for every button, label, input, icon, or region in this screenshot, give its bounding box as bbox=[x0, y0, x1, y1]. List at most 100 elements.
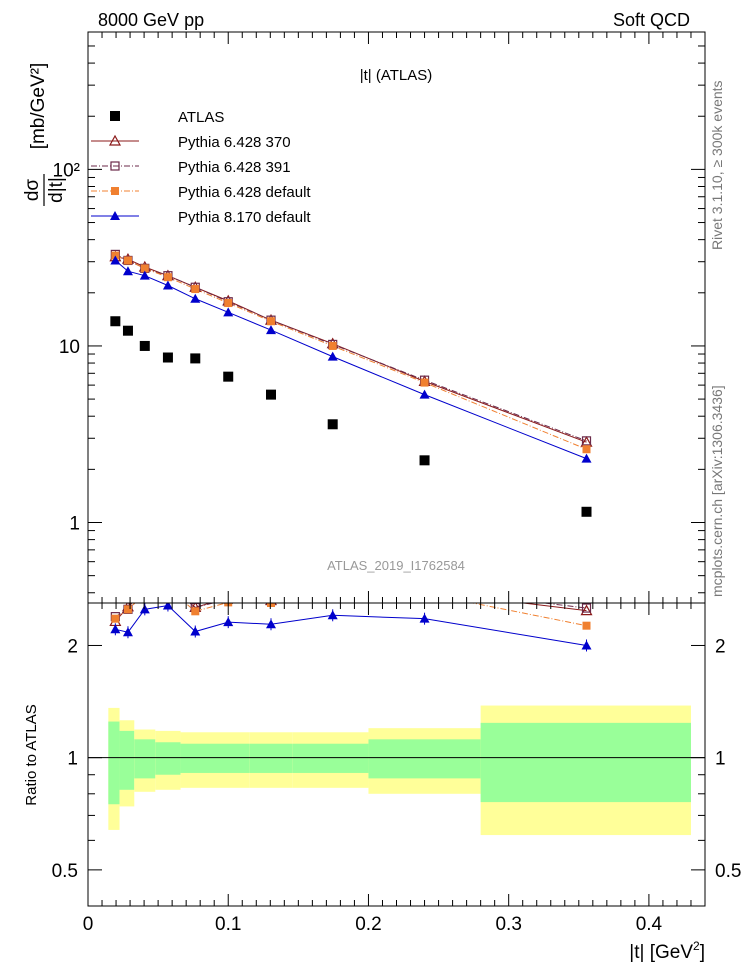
stat-uncertainty-band bbox=[368, 739, 481, 779]
ratio-y-tick-label: 1 bbox=[67, 749, 78, 770]
stat-uncertainty-band bbox=[155, 742, 181, 775]
plot-title: |t| (ATLAS) bbox=[360, 67, 433, 84]
ratio-data-point bbox=[223, 617, 234, 627]
svg-text:dσ: dσ bbox=[22, 179, 43, 202]
x-tick-label: 0.3 bbox=[495, 914, 521, 935]
x-tick-label: 0.1 bbox=[215, 914, 241, 935]
ratio-y-tick-label: 0.5 bbox=[52, 861, 78, 882]
ratio-data-point bbox=[122, 627, 133, 637]
main-data-point bbox=[328, 341, 337, 350]
main-data-point bbox=[581, 453, 592, 463]
ratio-y-tick-label-right: 2 bbox=[715, 636, 726, 657]
ratio-series-line bbox=[115, 604, 587, 646]
ratio-y-tick-label-right: 0.5 bbox=[715, 861, 741, 882]
ratio-data-point bbox=[164, 581, 172, 589]
main-series-line bbox=[115, 255, 587, 450]
legend-marker bbox=[110, 111, 120, 121]
ratio-data-point bbox=[421, 585, 429, 593]
x-tick-label: 0 bbox=[83, 914, 94, 935]
x-tick-label: 0.2 bbox=[355, 914, 381, 935]
main-data-point bbox=[265, 325, 276, 335]
legend-label: Pythia 6.428 370 bbox=[178, 134, 291, 151]
ratio-data-point bbox=[327, 610, 338, 620]
legend-label: ATLAS bbox=[178, 109, 224, 126]
main-data-point bbox=[581, 506, 592, 517]
main-ticks: 1 10 10² bbox=[53, 31, 706, 603]
ratio-data-point bbox=[139, 604, 150, 614]
main-lines bbox=[115, 253, 587, 460]
mcplots-label: mcplots.cern.ch [arXiv:1306.3436] bbox=[709, 385, 725, 597]
ratio-data-point bbox=[123, 605, 132, 614]
main-data-point bbox=[190, 353, 201, 364]
svg-text:[mb/GeV²]: [mb/GeV²] bbox=[28, 63, 49, 150]
main-data-point bbox=[139, 340, 150, 351]
legend-label: Pythia 6.428 default bbox=[178, 184, 311, 201]
ratio-data-point bbox=[191, 607, 200, 616]
ratio-data-point bbox=[164, 584, 172, 592]
main-panel: 1 10 10² |t| (ATLAS) ATLAS_2019_I1762584 A… bbox=[53, 31, 706, 604]
ratio-data-point bbox=[110, 624, 121, 634]
main-data-point bbox=[265, 389, 276, 400]
main-y-tick-label: 10 bbox=[59, 337, 80, 358]
main-data-point bbox=[419, 389, 430, 399]
main-series-line bbox=[115, 253, 587, 442]
stat-uncertainty-band bbox=[249, 743, 293, 773]
legend-marker bbox=[110, 161, 120, 171]
ratio-panel: 0 0.1 0.2 0.3 0.4 0.5 0.5 1 1 2 2 Ratio to ATLAS |… bbox=[23, 580, 741, 963]
ratio-y-axis-label: Ratio to ATLAS bbox=[23, 704, 40, 805]
main-markers bbox=[109, 249, 593, 517]
ratio-data-point bbox=[582, 621, 591, 630]
ratio-data-point bbox=[419, 613, 430, 623]
stat-uncertainty-band bbox=[119, 730, 135, 790]
stat-uncertainty-band bbox=[134, 739, 156, 779]
main-data-point bbox=[122, 266, 133, 276]
main-data-point bbox=[123, 256, 132, 265]
ratio-y-tick-label-right: 1 bbox=[715, 749, 726, 770]
ratio-data-point bbox=[163, 580, 173, 589]
svg-text:d|t|: d|t| bbox=[46, 177, 67, 203]
ratio-data-point bbox=[111, 614, 120, 623]
main-data-point bbox=[122, 325, 133, 336]
main-data-point bbox=[581, 436, 592, 446]
legend-label: Pythia 8.170 default bbox=[178, 209, 311, 226]
main-y-axis-label: dσ d|t| [mb/GeV²] bbox=[22, 63, 67, 206]
main-data-point bbox=[110, 316, 121, 327]
legend-marker bbox=[111, 187, 119, 195]
ratio-data-point bbox=[420, 586, 430, 595]
main-data-point bbox=[327, 351, 338, 361]
legend-label: Pythia 6.428 391 bbox=[178, 159, 291, 176]
main-data-point bbox=[266, 317, 275, 326]
main-data-point bbox=[162, 280, 173, 290]
main-data-point bbox=[223, 371, 234, 382]
ratio-data-point bbox=[140, 586, 150, 595]
stat-uncertainty-band bbox=[108, 721, 120, 805]
ratio-data-point bbox=[162, 603, 173, 610]
main-data-point bbox=[110, 255, 121, 265]
ratio-y-tick-label: 2 bbox=[67, 636, 78, 657]
main-data-point bbox=[582, 445, 591, 454]
main-data-point bbox=[327, 419, 338, 430]
stat-uncertainty-band bbox=[292, 743, 369, 773]
main-series-line bbox=[115, 260, 587, 460]
analysis-label: ATLAS_2019_I1762584 bbox=[327, 558, 465, 573]
x-axis-label: |t| [GeV2] bbox=[629, 939, 705, 963]
main-data-point bbox=[190, 293, 201, 303]
ratio-data-point bbox=[329, 588, 337, 596]
ratio-data-point bbox=[141, 590, 149, 598]
ratio-data-point bbox=[580, 604, 593, 616]
ratio-series-line bbox=[115, 603, 587, 627]
main-data-point bbox=[163, 273, 172, 282]
header-category-label: Soft QCD bbox=[613, 10, 690, 30]
header-energy-label: 8000 GeV pp bbox=[98, 10, 204, 30]
legend-marker bbox=[110, 211, 120, 220]
legend: ATLAS Pythia 6.428 370 Pythia 6.428 391 Pyt… bbox=[91, 109, 311, 226]
ratio-lines bbox=[114, 603, 587, 646]
ratio-data-point bbox=[328, 583, 338, 592]
main-data-point bbox=[223, 307, 234, 317]
ratio-data-point bbox=[421, 589, 429, 597]
main-data-point bbox=[420, 378, 429, 387]
main-data-point bbox=[419, 455, 430, 466]
ratio-data-point bbox=[190, 626, 201, 636]
ratio-uncertainty-bands bbox=[108, 705, 691, 836]
main-data-point bbox=[162, 352, 173, 363]
